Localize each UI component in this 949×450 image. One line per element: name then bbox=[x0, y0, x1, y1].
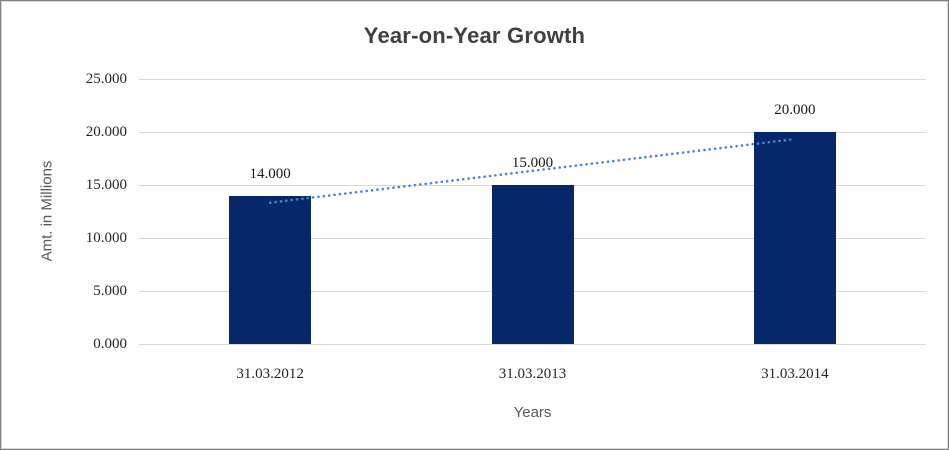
y-tick-label: 15.000 bbox=[85, 177, 127, 193]
gridline bbox=[139, 343, 926, 345]
bar-data-label: 14.000 bbox=[249, 165, 291, 182]
x-tick-label: 31.03.2012 bbox=[236, 366, 304, 382]
y-tick-label: 5.000 bbox=[93, 283, 127, 299]
x-tick-label: 31.03.2014 bbox=[761, 366, 829, 382]
y-tick-label: 10.000 bbox=[85, 230, 127, 246]
y-tick-label: 20.000 bbox=[85, 124, 127, 140]
y-tick-label: 0.000 bbox=[93, 336, 127, 352]
bar-data-label: 20.000 bbox=[774, 102, 816, 118]
bar-data-label: 15.000 bbox=[511, 155, 554, 171]
bar bbox=[753, 132, 836, 344]
x-axis-title: Years bbox=[513, 404, 552, 421]
x-tick-label: 31.03.2013 bbox=[498, 366, 567, 382]
plot-area: 14.000 15.000 20.000 bbox=[139, 78, 926, 345]
chart-title: Year-on-Year Growth bbox=[363, 23, 586, 48]
gridline bbox=[139, 78, 926, 80]
bar bbox=[491, 185, 574, 344]
bar bbox=[229, 195, 312, 344]
gridline bbox=[139, 131, 926, 133]
y-tick-label: 25.000 bbox=[85, 71, 127, 87]
